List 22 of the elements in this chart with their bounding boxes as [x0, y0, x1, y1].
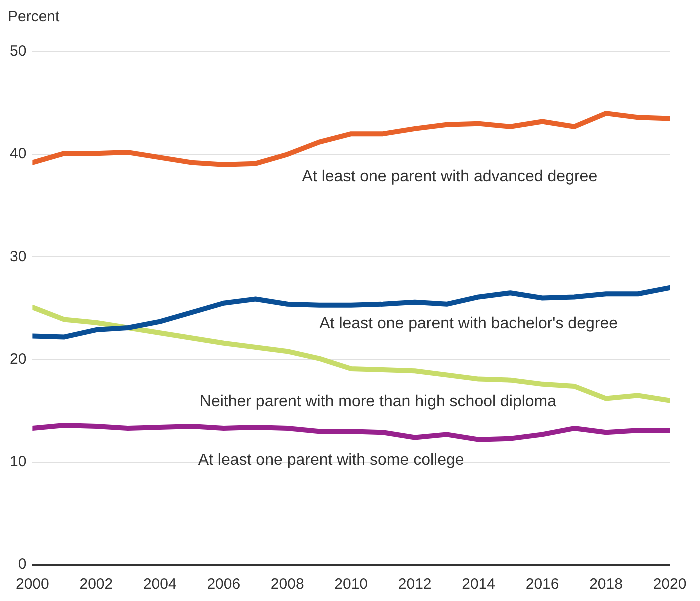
x-tick-label: 2000 [16, 576, 50, 594]
series-label: Neither parent with more than high school diploma [200, 393, 557, 410]
x-tick-label: 2006 [207, 576, 241, 594]
x-tick-label: 2004 [143, 576, 177, 594]
y-axis-title: Percent [8, 8, 61, 26]
x-tick-label: 2020 [653, 576, 687, 594]
y-tick-label: 10 [10, 454, 27, 471]
y-tick-label: 40 [10, 146, 27, 163]
x-tick-label: 2014 [462, 576, 496, 594]
y-tick-label: 20 [10, 350, 27, 368]
series-label: At least one parent with some college [198, 452, 464, 470]
y-tick-label: 30 [10, 248, 27, 266]
series-label: At least one parent with advanced degree [302, 168, 598, 186]
x-tick-label: 2008 [270, 576, 304, 594]
x-tick-label: 2016 [526, 576, 560, 594]
series-label: At least one parent with bachelor's degree [320, 316, 618, 333]
x-tick-label: 2010 [334, 576, 368, 594]
x-tick-label: 2012 [398, 576, 432, 594]
x-tick-label: 2018 [590, 576, 623, 594]
y-tick-label: 50 [10, 43, 27, 60]
x-tick-label: 2002 [80, 576, 114, 594]
y-tick-label: 0 [18, 556, 27, 574]
